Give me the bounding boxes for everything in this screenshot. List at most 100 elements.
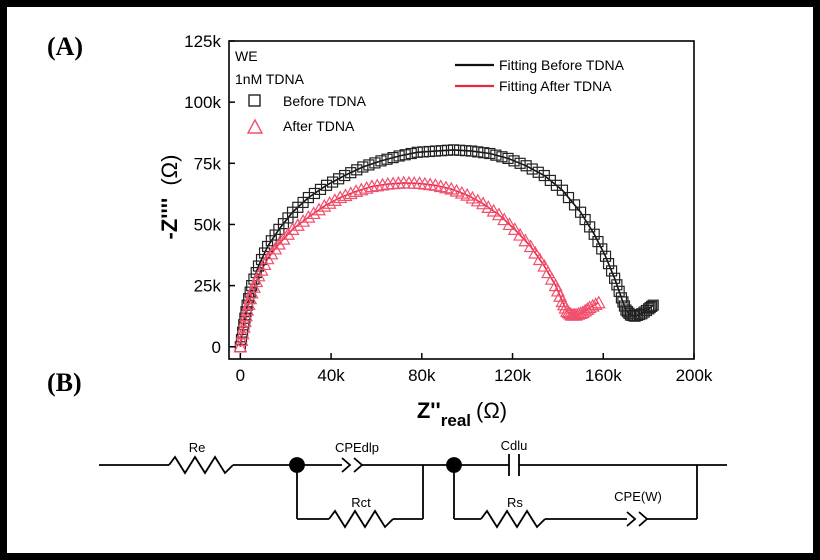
label-rct: Rct — [351, 495, 371, 510]
x-axis-sub: real — [441, 411, 471, 430]
point-before — [250, 266, 262, 279]
cpe-dlp-left — [341, 457, 352, 473]
y-tick-label: 50k — [194, 215, 222, 234]
point-before — [520, 160, 532, 172]
annotation-we: WE — [235, 48, 258, 64]
point-after — [364, 179, 379, 193]
point-after — [235, 326, 250, 340]
point-after — [311, 202, 326, 216]
svg-text:-Z'''' (Ω): -Z'''' (Ω) — [157, 155, 182, 240]
point-after — [306, 206, 321, 220]
point-before — [602, 258, 615, 270]
point-after — [276, 231, 291, 245]
point-after — [518, 233, 533, 247]
point-before — [417, 146, 429, 158]
resistor-rs — [480, 509, 546, 529]
point-after — [502, 217, 517, 231]
point-after — [264, 246, 279, 260]
point-before — [644, 302, 656, 314]
figure-canvas: (A) (B) 0 40k 80k 120k 160k 200k 0 25k 50k 75k 10… — [47, 32, 727, 529]
point-before — [609, 272, 621, 284]
point-before — [466, 145, 478, 157]
point-before — [472, 146, 484, 158]
point-after — [528, 245, 543, 259]
x-tick-label: 120k — [494, 366, 531, 385]
point-before — [357, 161, 369, 173]
point-after — [349, 184, 364, 198]
y-axis-label: -Z'''' — [157, 198, 182, 240]
point-before — [429, 145, 442, 157]
point-before — [502, 152, 514, 165]
point-before — [454, 144, 466, 156]
point-after — [333, 190, 348, 204]
point-after — [271, 236, 286, 250]
point-after — [322, 196, 337, 209]
point-before — [411, 146, 423, 158]
point-after — [513, 227, 528, 241]
point-before — [514, 157, 526, 169]
resistor-rct — [328, 509, 394, 529]
label-re: Re — [189, 440, 206, 455]
label-cpedlp: CPEdlp — [335, 440, 379, 455]
point-after — [544, 271, 559, 285]
point-before — [460, 145, 472, 157]
label-cdlu: Cdlu — [501, 438, 528, 453]
point-after — [234, 332, 249, 346]
point-after — [470, 193, 485, 207]
point-after — [338, 188, 353, 202]
point-after — [537, 258, 552, 272]
point-before — [265, 235, 277, 247]
point-before — [314, 183, 327, 195]
point-after — [532, 252, 547, 266]
point-before — [508, 155, 520, 167]
point-after — [296, 213, 311, 227]
legend-fit-before-label: Fitting Before TDNA — [499, 57, 625, 73]
x-tick-label: 200k — [676, 366, 713, 385]
y-axis-title: -Z'''' (Ω) — [157, 155, 182, 240]
point-after — [486, 203, 501, 217]
annotation-tdna-conc: 1nM TDNA — [235, 71, 305, 87]
point-after — [301, 209, 316, 223]
y-axis-unit: (Ω) — [157, 155, 182, 186]
point-after — [481, 200, 496, 213]
point-after — [354, 182, 369, 196]
label-rs: Rs — [507, 495, 523, 510]
point-before — [599, 250, 612, 262]
point-before — [269, 229, 281, 241]
point-before — [308, 187, 321, 200]
legend-fit-after-label: Fitting After TDNA — [499, 78, 612, 94]
label-cpew: CPE(W) — [614, 489, 662, 504]
point-before — [562, 191, 575, 204]
x-tick-label: 0 — [236, 366, 245, 385]
cpe-w-left — [626, 511, 637, 527]
legend-square-marker — [248, 94, 261, 107]
point-before — [615, 292, 628, 304]
x-axis-label: Z'' — [417, 398, 441, 423]
cpe-w-right — [638, 511, 649, 527]
point-before — [496, 151, 508, 163]
point-after — [317, 198, 332, 212]
point-before — [405, 147, 417, 160]
point-after — [375, 177, 390, 191]
point-after — [588, 297, 603, 310]
point-after — [575, 305, 590, 319]
point-after — [476, 196, 491, 210]
point-before — [556, 184, 569, 196]
point-before — [333, 173, 345, 185]
point-before — [435, 145, 448, 157]
y-tick-label: 125k — [184, 32, 221, 51]
point-before — [302, 191, 314, 204]
y-tick-label: 75k — [194, 154, 222, 173]
point-after — [268, 241, 283, 255]
point-after — [585, 298, 600, 312]
panel-label-b: (B) — [47, 368, 82, 397]
fit-curves — [239, 149, 654, 347]
y-tick-label: 100k — [184, 93, 221, 112]
point-before — [248, 273, 260, 285]
point-before — [326, 176, 339, 188]
point-before — [339, 169, 351, 182]
point-before — [399, 149, 411, 161]
legend-triangle-marker — [246, 118, 264, 134]
point-before — [441, 144, 454, 156]
x-axis-title: Z''real (Ω) — [417, 398, 507, 430]
